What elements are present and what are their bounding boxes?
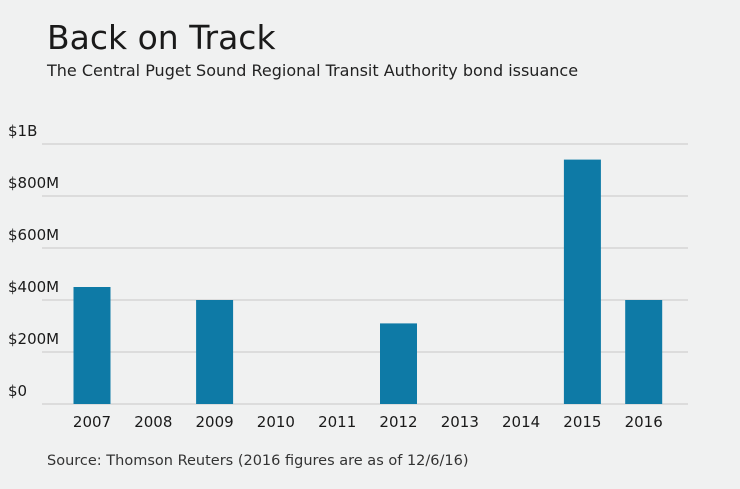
x-tick-label-2013: 2013 — [441, 413, 479, 431]
x-tick-label-2007: 2007 — [73, 413, 111, 431]
y-axis-tick-labels: $0 $200M $400M $600M $800M $1B — [8, 122, 59, 400]
x-tick-label-2012: 2012 — [379, 413, 417, 431]
chart-title: Back on Track — [47, 18, 276, 57]
y-tick-label: $800M — [8, 174, 59, 192]
y-tick-label: $0 — [8, 382, 27, 400]
y-tick-label: $400M — [8, 278, 59, 296]
x-axis-tick-labels: 2007 2008 2009 2010 2011 2012 2013 2014 2015 2016 — [73, 413, 663, 431]
bar-2009 — [196, 300, 234, 404]
y-tick-label: $1B — [8, 122, 37, 140]
x-tick-label-2008: 2008 — [134, 413, 172, 431]
bars — [73, 159, 663, 404]
x-tick-label-2016: 2016 — [625, 413, 663, 431]
y-tick-label: $600M — [8, 226, 59, 244]
x-tick-label-2011: 2011 — [318, 413, 356, 431]
x-tick-label-2015: 2015 — [563, 413, 601, 431]
x-tick-label-2014: 2014 — [502, 413, 540, 431]
bar-2007 — [73, 287, 111, 404]
bar-2015 — [563, 159, 601, 404]
x-tick-label-2009: 2009 — [196, 413, 234, 431]
x-tick-label-2010: 2010 — [257, 413, 295, 431]
bar-2012 — [380, 323, 417, 404]
chart-subtitle: The Central Puget Sound Regional Transit… — [47, 61, 579, 80]
source-note: Source: Thomson Reuters (2016 figures ar… — [47, 453, 469, 469]
bar-2016 — [625, 300, 663, 404]
y-tick-label: $200M — [8, 330, 59, 348]
